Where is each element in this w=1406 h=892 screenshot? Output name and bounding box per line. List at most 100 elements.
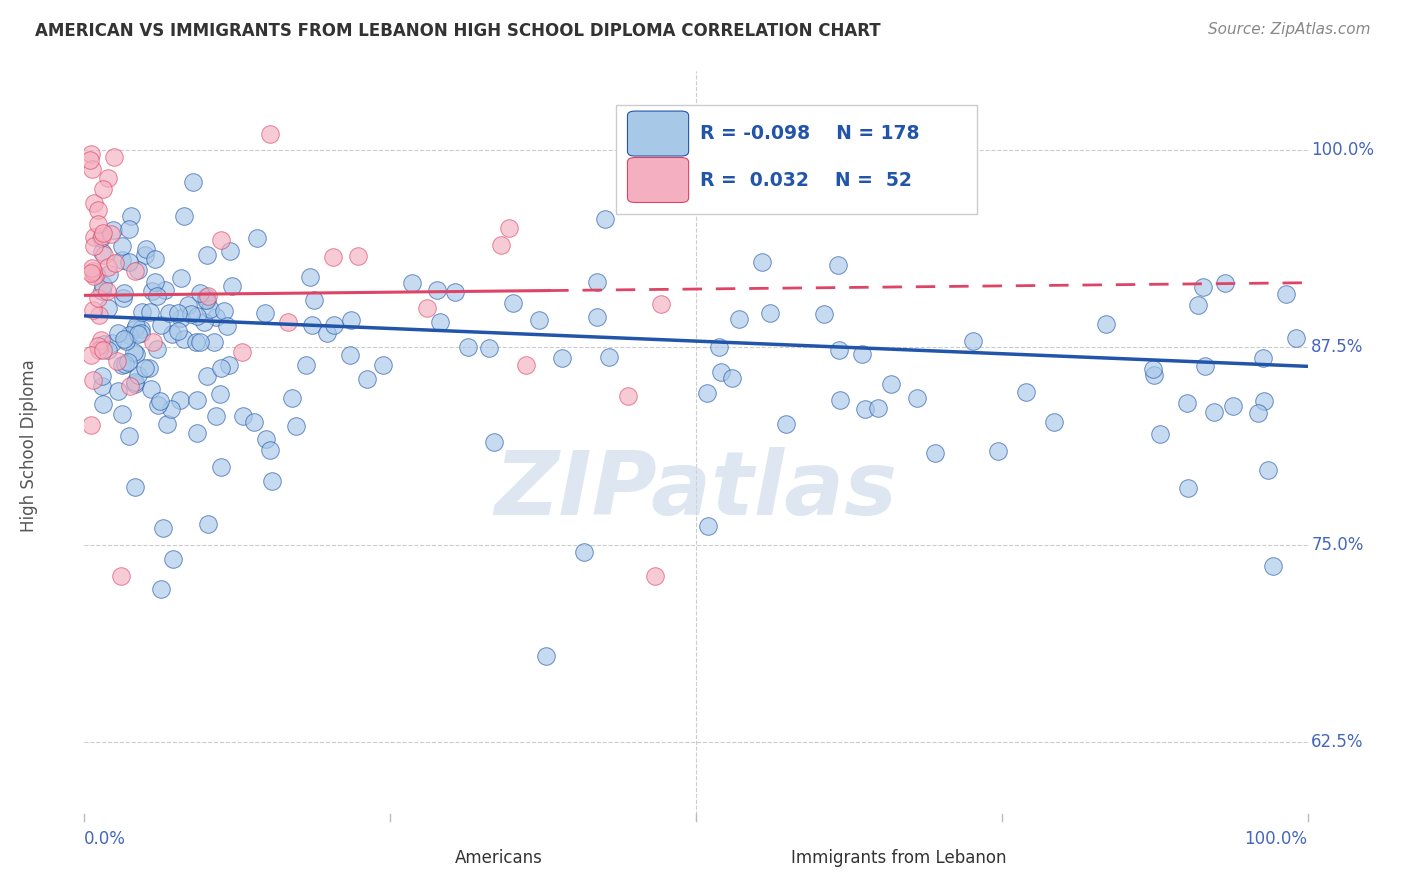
Point: [173, 332, 195, 346]
Text: Immigrants from Lebanon: Immigrants from Lebanon: [792, 849, 1007, 867]
Point: [209, 387, 232, 401]
Point: [515, 358, 537, 372]
Point: [167, 306, 190, 320]
Point: [1257, 463, 1279, 477]
Point: [215, 319, 238, 334]
Point: [221, 278, 243, 293]
Point: [156, 417, 179, 432]
Point: [259, 443, 281, 458]
Point: [91, 278, 114, 293]
Text: 87.5%: 87.5%: [1312, 338, 1364, 357]
Point: [219, 244, 242, 258]
Point: [111, 359, 134, 373]
Point: [586, 310, 609, 324]
Point: [429, 315, 451, 329]
Text: 62.5%: 62.5%: [1312, 732, 1364, 751]
Point: [294, 358, 316, 372]
Point: [316, 326, 339, 340]
Point: [1192, 279, 1215, 293]
Point: [129, 321, 152, 335]
Point: [143, 275, 166, 289]
Point: [717, 150, 740, 164]
Point: [204, 310, 226, 324]
Point: [212, 304, 235, 318]
Point: [232, 409, 254, 424]
Point: [93, 343, 115, 357]
Point: [97, 260, 120, 275]
Point: [1194, 359, 1216, 373]
Point: [813, 307, 835, 321]
Text: High School Diploma: High School Diploma: [20, 359, 38, 533]
Point: [880, 376, 903, 391]
Point: [416, 301, 439, 316]
Point: [153, 283, 176, 297]
Point: [150, 582, 173, 596]
Point: [118, 428, 141, 442]
Point: [83, 229, 105, 244]
Point: [593, 211, 616, 226]
Point: [114, 357, 136, 371]
Point: [115, 334, 138, 348]
Point: [1142, 362, 1164, 376]
Point: [97, 343, 120, 358]
Point: [96, 284, 118, 298]
Point: [127, 368, 149, 383]
Point: [1015, 385, 1038, 400]
Point: [644, 569, 666, 583]
Point: [139, 382, 162, 396]
Text: 75.0%: 75.0%: [1312, 535, 1364, 554]
Point: [195, 368, 218, 383]
Point: [198, 302, 221, 317]
Point: [160, 327, 183, 342]
Point: [1204, 404, 1226, 418]
Point: [117, 327, 139, 342]
Point: [138, 305, 160, 319]
Point: [243, 415, 266, 429]
Point: [105, 354, 128, 368]
Text: AMERICAN VS IMMIGRANTS FROM LEBANON HIGH SCHOOL DIPLOMA CORRELATION CHART: AMERICAN VS IMMIGRANTS FROM LEBANON HIGH…: [35, 22, 880, 40]
Point: [100, 227, 122, 241]
Point: [302, 293, 325, 308]
Point: [489, 237, 512, 252]
Point: [80, 260, 103, 275]
Point: [159, 401, 181, 416]
Point: [146, 289, 169, 303]
Point: [135, 242, 157, 256]
Point: [598, 350, 620, 364]
Text: R =  0.032    N =  52: R = 0.032 N = 52: [700, 170, 911, 189]
Point: [197, 516, 219, 531]
Point: [301, 318, 323, 333]
Point: [502, 296, 524, 310]
Point: [124, 377, 146, 392]
Point: [134, 361, 156, 376]
Point: [120, 378, 142, 392]
Point: [347, 249, 370, 263]
Point: [340, 313, 363, 327]
Point: [97, 301, 120, 315]
Point: [83, 238, 105, 252]
Point: [1175, 396, 1198, 410]
Point: [86, 217, 108, 231]
Point: [141, 285, 163, 299]
Point: [298, 269, 321, 284]
Point: [107, 384, 129, 398]
Point: [112, 332, 135, 346]
Point: [127, 263, 149, 277]
Point: [124, 319, 146, 334]
Point: [170, 311, 193, 326]
Point: [103, 223, 125, 237]
Point: [1222, 399, 1244, 413]
Point: [218, 359, 240, 373]
Point: [86, 338, 108, 352]
FancyBboxPatch shape: [418, 847, 451, 869]
Point: [444, 285, 467, 299]
Point: [170, 270, 193, 285]
Point: [827, 258, 849, 272]
Point: [209, 459, 232, 474]
Text: ZIPatlas: ZIPatlas: [495, 448, 897, 534]
Point: [181, 176, 204, 190]
Point: [231, 344, 253, 359]
Point: [1253, 393, 1275, 408]
Point: [146, 398, 169, 412]
Point: [124, 375, 146, 389]
